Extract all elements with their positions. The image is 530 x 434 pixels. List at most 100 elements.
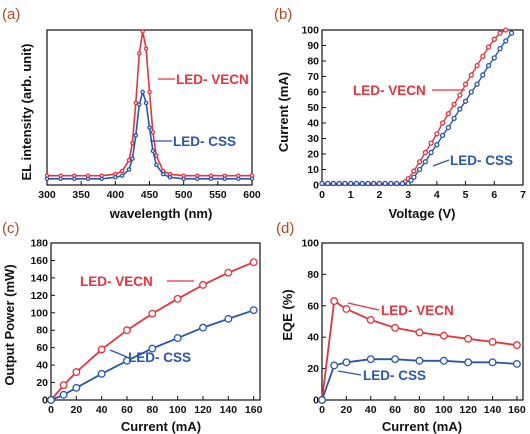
annotation-pointer	[347, 302, 380, 311]
data-point	[126, 157, 132, 163]
y-tick-label: 40	[307, 332, 319, 344]
series-label-css: LED- CSS	[363, 368, 426, 383]
series-label-vecn: LED- VECN	[176, 72, 249, 87]
plot-frame	[46, 29, 253, 186]
x-tick-label: 160	[245, 404, 263, 416]
data-point	[224, 314, 233, 323]
data-point	[445, 111, 451, 117]
x-tick-label: 0	[319, 189, 325, 201]
data-point	[140, 89, 145, 95]
x-axis-title: wavelength (nm)	[109, 206, 213, 221]
data-point	[147, 125, 152, 130]
data-point	[428, 149, 434, 156]
data-point	[167, 174, 173, 180]
x-tick-label: 20	[70, 404, 82, 416]
data-point	[485, 63, 492, 69]
data-point	[399, 180, 406, 187]
data-point	[173, 334, 182, 343]
data-point	[468, 72, 474, 78]
data-point	[143, 46, 149, 51]
plot-frame	[50, 242, 261, 401]
x-tick-label: 100	[169, 404, 187, 416]
data-point	[365, 180, 371, 187]
x-tick-label: 3	[405, 189, 411, 201]
data-point	[173, 294, 182, 303]
data-point	[439, 356, 448, 365]
data-point	[457, 92, 463, 98]
data-point	[113, 174, 118, 180]
data-point	[59, 381, 68, 390]
data-point	[150, 130, 156, 135]
data-point	[497, 45, 503, 52]
data-point	[491, 36, 497, 42]
y-tick-label: 70	[307, 71, 319, 83]
data-point	[491, 55, 497, 61]
x-tick-label: 2	[377, 189, 383, 201]
data-point	[462, 98, 469, 104]
series-line	[50, 261, 255, 401]
plot-area: 0 20 40 60 80 100 120 140 160 0 20 40 60 80 100 120 140 1…	[30, 238, 262, 417]
data-point	[130, 140, 135, 146]
data-point	[123, 356, 131, 365]
data-point	[59, 390, 68, 399]
data-point	[154, 153, 159, 158]
data-point	[199, 280, 207, 289]
data-point	[411, 168, 417, 174]
y-axis-title: Output Power (mW)	[2, 264, 17, 385]
panel-label: (c)	[2, 220, 20, 237]
y-tick-label: 100	[301, 25, 319, 37]
series-label-vecn: LED- VECN	[80, 274, 153, 289]
data-point	[512, 359, 521, 368]
data-point	[330, 297, 339, 306]
y-tick-label: 20	[307, 149, 319, 161]
x-tick-label: 500	[175, 189, 193, 201]
y-axis-title: EL intensity (arb. unit)	[19, 44, 34, 181]
y-axis-title: Current (mA)	[276, 72, 291, 152]
y-tick-label: 80	[36, 325, 48, 337]
data-point	[150, 148, 156, 154]
y-axis-title: EQE (%)	[280, 289, 295, 340]
x-tick-label: 600	[243, 189, 261, 201]
x-tick-label: 300	[38, 189, 56, 201]
x-tick-label: 60	[389, 404, 401, 416]
x-tick-label: 160	[508, 404, 526, 416]
data-point	[488, 358, 497, 367]
data-point	[325, 180, 331, 187]
plot-frame	[321, 242, 524, 401]
x-tick-label: 60	[121, 404, 133, 416]
y-tick-label: 80	[307, 56, 319, 68]
y-tick-label: 160	[30, 255, 48, 267]
data-point	[249, 306, 258, 315]
data-point	[451, 101, 457, 108]
data-point	[411, 174, 417, 180]
data-point	[342, 180, 348, 187]
data-point	[224, 268, 233, 277]
data-point	[330, 361, 339, 370]
data-point	[130, 156, 135, 161]
x-tick-label: 40	[365, 404, 377, 416]
x-tick-label: 100	[435, 404, 453, 416]
panel-a: (a) wavelength (nm) EL intensity (arb. u…	[2, 6, 261, 221]
x-axis-title: Current (mA)	[121, 419, 201, 434]
data-point	[371, 180, 377, 187]
annotation-pointer	[432, 159, 450, 167]
data-point	[445, 125, 451, 131]
data-point	[415, 328, 424, 337]
data-point	[342, 304, 351, 313]
x-tick-label: 5	[463, 189, 469, 201]
data-point	[512, 341, 521, 349]
panel-label: (b)	[274, 6, 292, 23]
x-tick-label: 80	[146, 404, 158, 416]
series-line	[47, 31, 252, 177]
data-point	[415, 356, 424, 365]
data-point	[388, 180, 394, 187]
plot-area: 0 20 40 60 80 100 120 140 160 0 20 40 60 80 100	[301, 238, 525, 417]
data-point	[408, 177, 414, 184]
y-tick-label: 80	[307, 269, 319, 281]
series-label-css: LED- CSS	[128, 350, 191, 365]
series-line	[50, 309, 254, 401]
y-tick-label: 90	[307, 40, 319, 52]
data-point	[154, 162, 159, 168]
series-line	[321, 358, 517, 401]
